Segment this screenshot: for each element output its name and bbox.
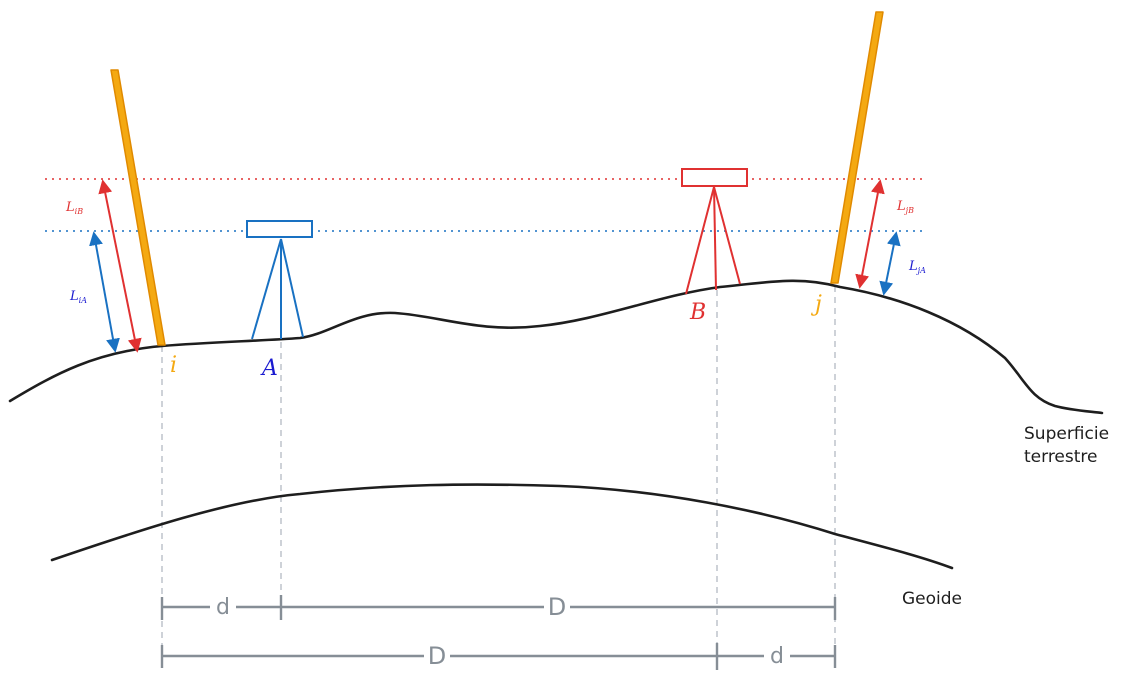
dim-D-top: D bbox=[548, 593, 566, 621]
dimension-row-1 bbox=[162, 595, 835, 620]
label-B: B bbox=[689, 300, 706, 325]
label-LjB: LjB bbox=[896, 199, 914, 215]
label-LiA: LiA bbox=[69, 289, 87, 305]
label-i: i bbox=[170, 353, 177, 378]
label-LiB: LiB bbox=[65, 200, 83, 216]
earth-surface-line bbox=[10, 281, 1102, 413]
arrow-LjB bbox=[860, 182, 880, 286]
level-rod-i bbox=[111, 70, 165, 345]
label-j: j bbox=[810, 292, 822, 317]
label-superficie: Superficie bbox=[1024, 424, 1109, 444]
arrow-LiB bbox=[103, 182, 137, 350]
vertical-guides bbox=[162, 286, 835, 670]
instrument-A-head bbox=[247, 221, 312, 237]
dimension-row-2 bbox=[162, 643, 835, 670]
label-LjA: LjA bbox=[908, 259, 926, 275]
dim-D-bottom: D bbox=[428, 642, 446, 670]
instrument-B-head bbox=[682, 169, 747, 186]
label-A: A bbox=[260, 356, 278, 381]
label-terrestre: terrestre bbox=[1024, 447, 1098, 467]
arrow-LiA bbox=[94, 234, 115, 350]
geoid-line bbox=[52, 485, 952, 568]
dim-d-top: d bbox=[216, 595, 230, 620]
level-instrument-A bbox=[247, 221, 312, 339]
dim-d-bottom: d bbox=[770, 644, 784, 669]
arrow-LjA bbox=[884, 234, 896, 293]
level-rod-j bbox=[831, 12, 883, 283]
level-instrument-B bbox=[682, 169, 747, 294]
label-geoide: Geoide bbox=[902, 589, 962, 609]
